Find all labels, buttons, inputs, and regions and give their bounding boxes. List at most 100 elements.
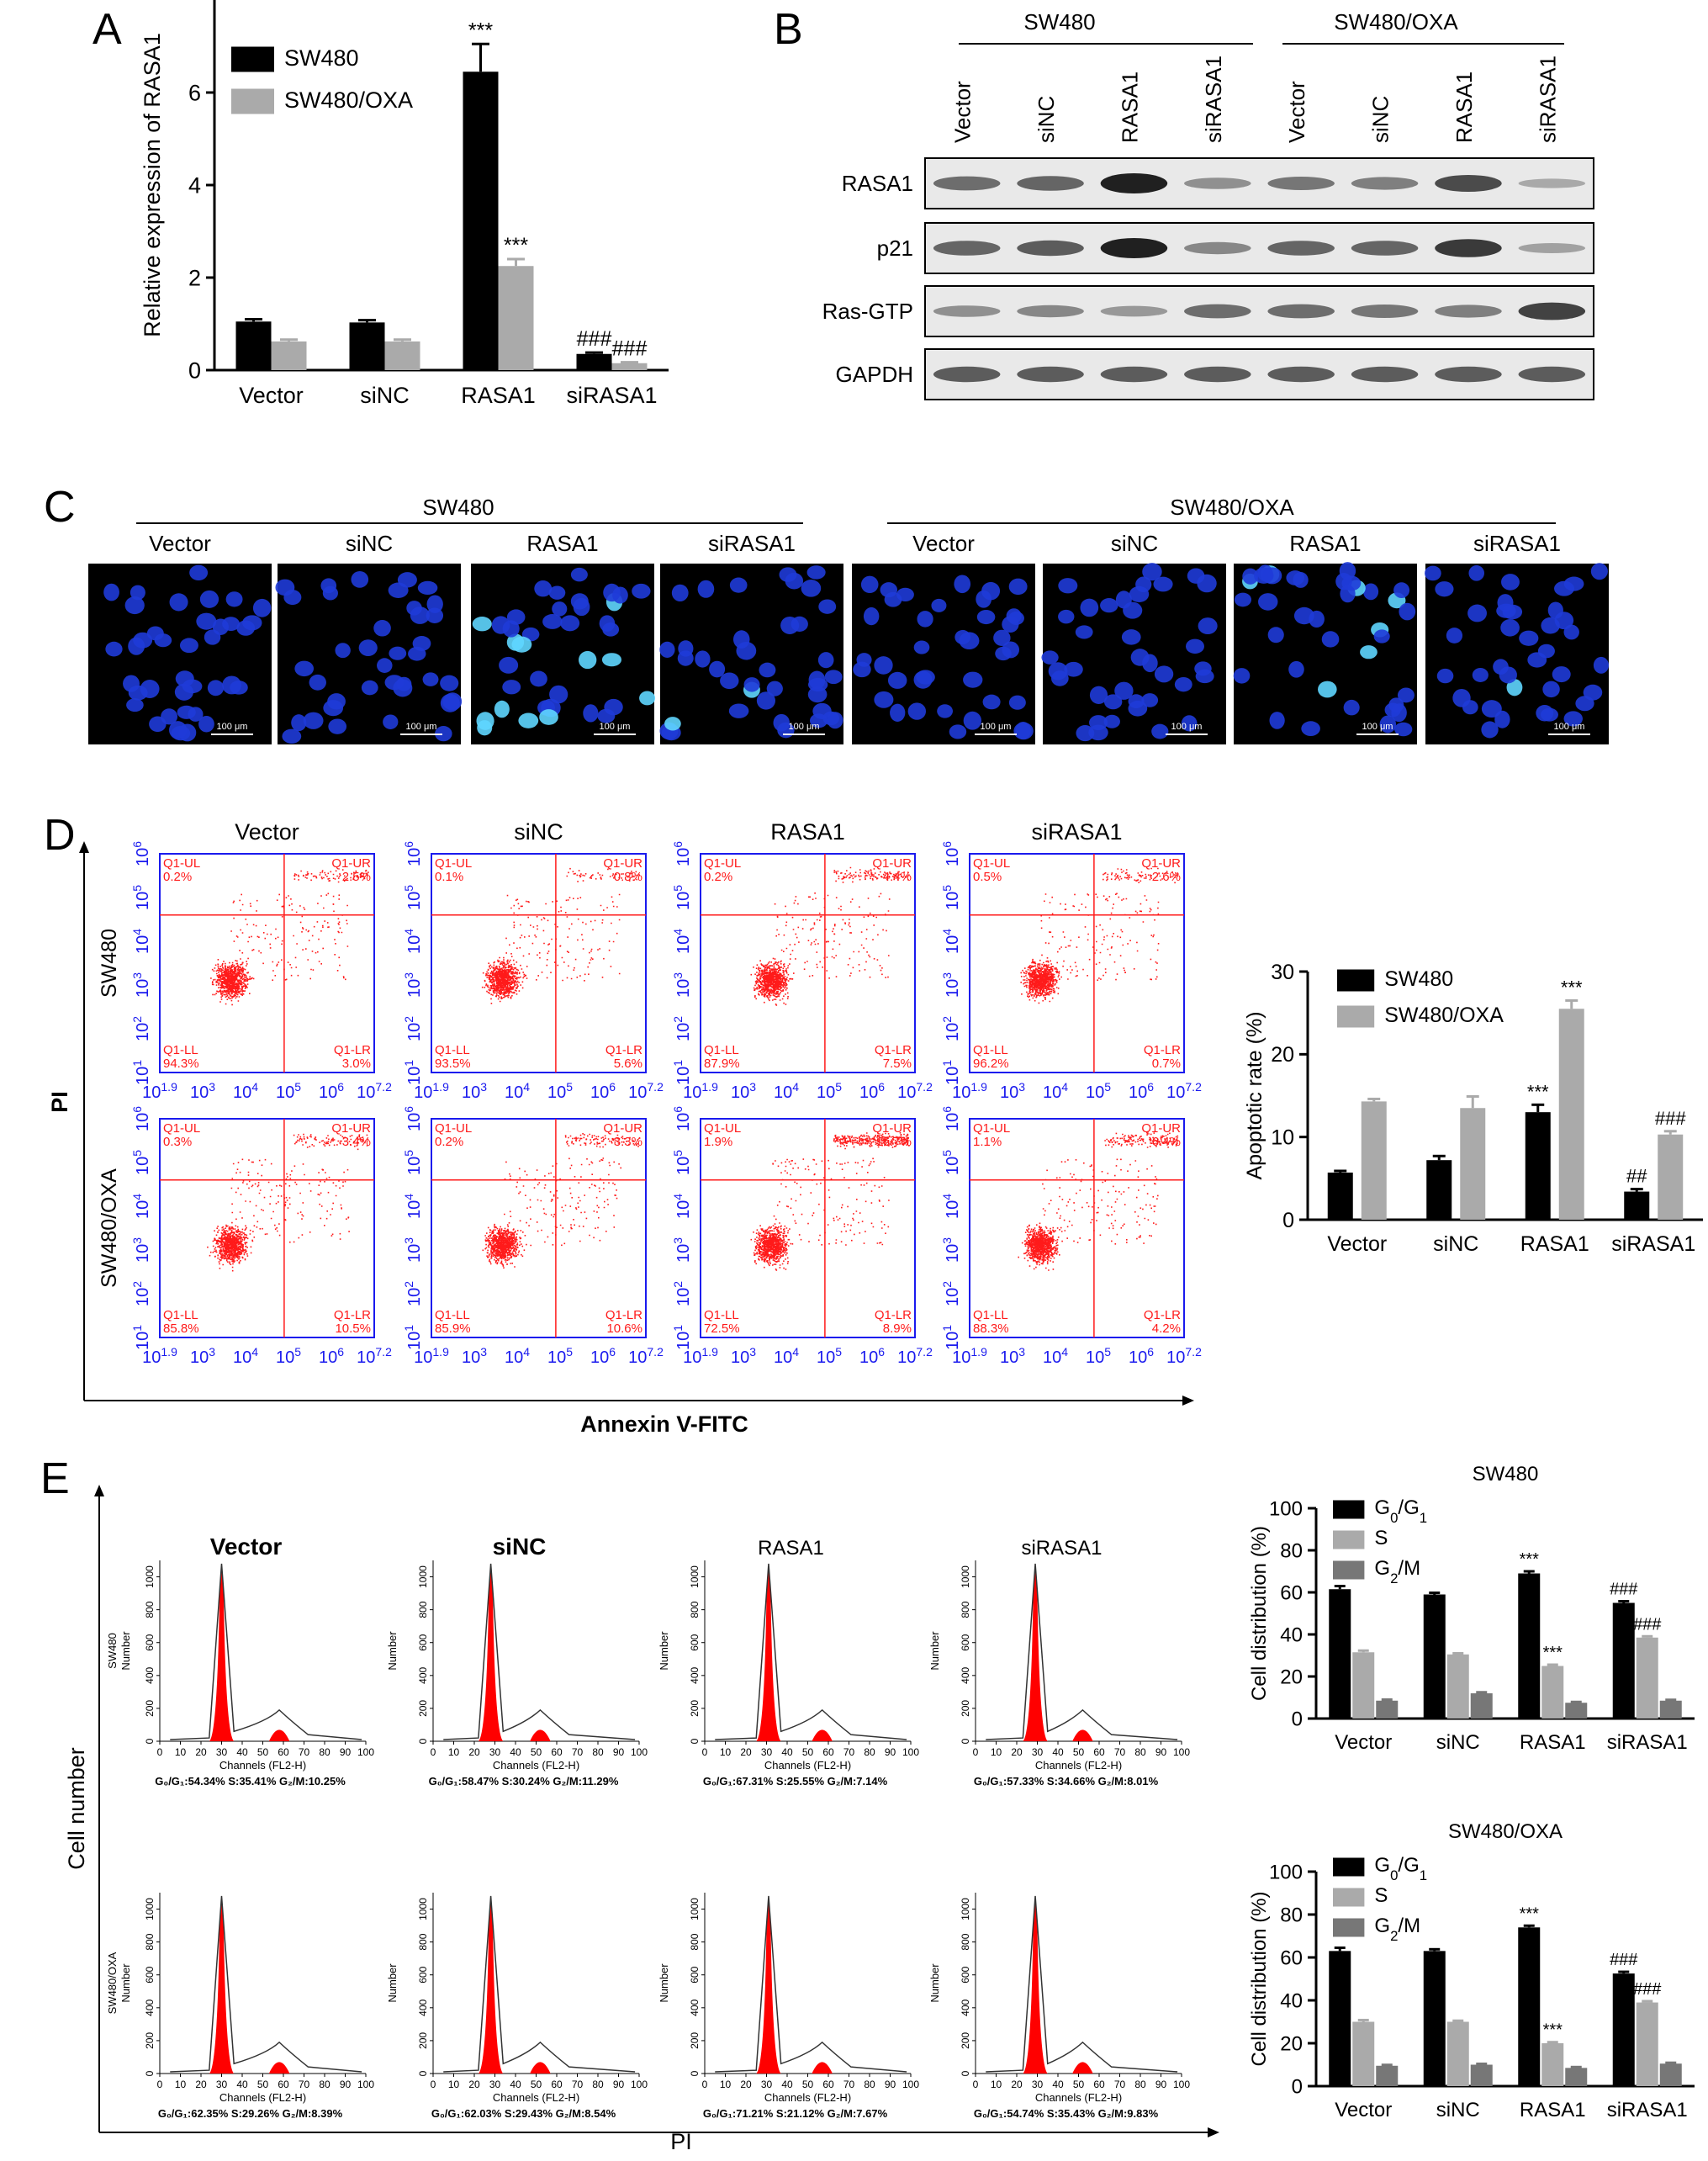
band (1267, 177, 1335, 190)
g2m-peak (812, 2062, 833, 2074)
nucleus (887, 671, 907, 689)
tick-base: 10 (944, 1200, 962, 1219)
g2m-peak (530, 2062, 551, 2074)
tick-exp: 1 (671, 1060, 685, 1067)
nucleus (323, 700, 344, 717)
y-tick-label: 104 (671, 1194, 693, 1219)
tick-exp: 3 (940, 1237, 954, 1244)
tick-base: 10 (944, 848, 962, 866)
legend-text-part: /M (1398, 1915, 1420, 1937)
legend-swatch (231, 88, 274, 114)
significance-label: ## (1626, 1166, 1647, 1187)
y-tick-label: 30 (1271, 961, 1294, 984)
hist-x-tick-label: 20 (740, 1746, 752, 1758)
hist-x-tick-label: 100 (631, 2079, 648, 2090)
hist-y-tick-label: 800 (144, 1601, 156, 1618)
nucleus (175, 670, 194, 687)
nucleus (389, 646, 407, 660)
quad-name: Q1-UL (163, 1121, 200, 1136)
flow-events (750, 1132, 910, 1271)
nucleus (1542, 681, 1560, 698)
hist-x-tick-label: 40 (236, 2079, 248, 2090)
y-tick-label: 0 (1292, 1708, 1303, 1730)
nucleus (222, 617, 241, 632)
nucleus (303, 712, 324, 729)
x-tick-label: 101.9 (683, 1345, 718, 1367)
bar (1376, 1700, 1399, 1719)
nucleus (188, 707, 204, 722)
nucleus (1233, 668, 1251, 684)
flow-column-label: siNC (514, 819, 563, 845)
nucleus (603, 583, 621, 602)
tick-base: 10 (134, 979, 152, 998)
hist-column-label: siRASA1 (1021, 1537, 1102, 1560)
band (1184, 241, 1251, 255)
nucleus (1048, 662, 1068, 681)
tick-exp: 7.2 (647, 1080, 664, 1094)
band (1435, 366, 1502, 383)
hist-x-tick-label: 80 (1134, 1746, 1146, 1758)
tick-base: 10 (952, 1348, 970, 1367)
quad-name: Q1-UL (973, 856, 1010, 871)
hist-x-label: Channels (FL2-H) (764, 2091, 851, 2104)
nucleus (671, 584, 689, 602)
tick-base: 10 (817, 1348, 835, 1367)
nucleus (1121, 629, 1141, 645)
hist-x-tick-label: 90 (1155, 1746, 1167, 1758)
hist-x-tick-label: 50 (531, 2079, 542, 2090)
tick-exp: 1.9 (432, 1345, 449, 1359)
panel-letter-b: B (774, 5, 803, 54)
quad-name: Q1-UL (973, 1121, 1010, 1136)
nucleus (275, 579, 295, 596)
nucleus (1446, 628, 1463, 644)
cycle-stats: G₀/G₁:58.47% S:30.24% G₂/M:11.29% (429, 1775, 619, 1788)
band (1100, 173, 1168, 193)
tick-exp: 5 (130, 1150, 144, 1157)
tick-exp: 6 (878, 1345, 885, 1359)
y-tick-label: 101 (130, 1325, 152, 1350)
y-tick-label: 101 (940, 1060, 962, 1085)
bar (1470, 1693, 1493, 1719)
hist-x-label: Channels (FL2-H) (493, 1759, 579, 1772)
cycle-stats: G₀/G₁:67.31% S:25.55% G₂/M:7.14% (703, 1775, 888, 1788)
nucleus (198, 716, 214, 733)
nucleus (549, 685, 568, 704)
protein-label: GAPDH (836, 362, 913, 387)
arrow-head (94, 1485, 104, 1496)
nucleus (756, 691, 775, 710)
significance-label: *** (468, 19, 493, 42)
nucleus (552, 601, 568, 617)
tick-exp: 5 (294, 1345, 301, 1359)
hist-y-tick-label: 800 (689, 1601, 701, 1618)
y-tick-label: 104 (402, 929, 424, 954)
nucleus (199, 590, 219, 608)
legend-swatch (1333, 1918, 1365, 1937)
tick-exp: 2 (402, 1281, 415, 1288)
g1-peak (478, 1563, 504, 1741)
legend-swatch (1333, 1888, 1365, 1907)
hist-x-tick-label: 90 (340, 2079, 352, 2090)
y-tick-label: 106 (402, 841, 424, 866)
bar (1423, 1951, 1446, 2086)
nucleus (207, 680, 225, 696)
significance-label: ### (1610, 1951, 1638, 1969)
tick-base: 10 (547, 1083, 566, 1102)
tick-base: 10 (276, 1348, 294, 1367)
fluor-column-label: siRASA1 (708, 531, 796, 556)
protein-label: p21 (877, 236, 913, 261)
quad-name: Q1-LR (334, 1308, 371, 1322)
nucleus (1472, 668, 1489, 682)
flow-plot-frame (159, 1118, 375, 1338)
x-tick-label: 101.9 (414, 1345, 449, 1367)
tick-base: 10 (1166, 1348, 1185, 1367)
tick-exp: 3 (130, 1237, 144, 1244)
chart-title: SW480 (1473, 1463, 1539, 1486)
tick-exp: 3 (402, 1237, 415, 1244)
nucleus (291, 714, 307, 732)
x-tick-label: 105 (276, 1080, 301, 1102)
hist-x-tick-label: 20 (195, 1746, 207, 1758)
nucleus (1360, 645, 1378, 659)
nucleus (874, 656, 893, 675)
y-axis-label: Relative expression of RASA1 (140, 33, 165, 337)
